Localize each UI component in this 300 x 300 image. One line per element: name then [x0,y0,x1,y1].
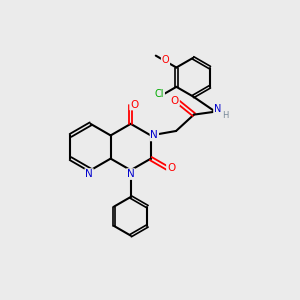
Text: O: O [171,96,179,106]
Text: N: N [151,130,158,140]
Text: N: N [214,104,221,114]
Text: Cl: Cl [155,88,164,98]
Text: O: O [130,100,138,110]
Text: N: N [85,169,93,179]
Text: N: N [127,169,135,179]
Text: O: O [162,55,169,65]
Text: H: H [223,111,229,120]
Text: O: O [167,163,175,173]
